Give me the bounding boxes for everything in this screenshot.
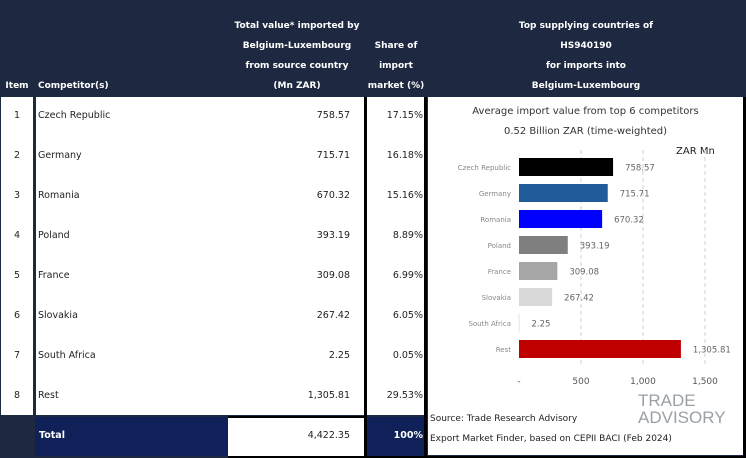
bar: [519, 288, 553, 306]
category-label: Rest: [496, 346, 512, 354]
row-item-number: 1: [13, 110, 21, 121]
x-tick-label: 1,000: [630, 377, 656, 387]
row-competitor: Germany: [38, 150, 82, 161]
row-share: 8.89%: [392, 230, 423, 241]
data-label: 1,305.81: [693, 346, 731, 356]
bar: [519, 236, 568, 254]
row-share: 6.99%: [392, 270, 423, 281]
header-item: Item: [5, 81, 29, 91]
x-tick-label: 500: [572, 377, 589, 387]
row-value: 309.08: [316, 270, 350, 281]
row-item-number: 8: [13, 390, 21, 401]
row-item-number: 6: [13, 310, 21, 321]
category-label: France: [488, 268, 511, 276]
row-competitor: Czech Republic: [38, 110, 111, 121]
row-competitor: France: [38, 270, 70, 281]
row-item-number: 7: [13, 350, 21, 361]
competitor-column: [36, 97, 364, 415]
share-column: [367, 97, 424, 415]
header-chart-line: HS940190: [560, 41, 612, 51]
row-share: 16.18%: [386, 150, 423, 161]
row-share: 17.15%: [386, 110, 423, 121]
row-value: 267.42: [316, 310, 350, 321]
row-item-number: 5: [13, 270, 21, 281]
item-column: [1, 97, 33, 415]
row-value: 2.25: [328, 350, 350, 361]
total-share: 100%: [393, 430, 423, 441]
row-competitor: Poland: [38, 230, 70, 241]
chart-panel-border-bottom: [427, 456, 746, 458]
row-item-number: 4: [13, 230, 21, 241]
total-value-cell: [228, 416, 364, 457]
chart-subtitle: 0.52 Billion ZAR (time-weighted): [503, 126, 668, 137]
row-value: 1,305.81: [307, 390, 350, 401]
total-value: 4,422.35: [307, 430, 350, 441]
row-share: 6.05%: [392, 310, 423, 321]
total-share-cell: [367, 417, 424, 456]
data-label: 670.32: [614, 216, 644, 226]
row-share: 0.05%: [392, 350, 423, 361]
header-value-line: Total value* imported by: [234, 21, 360, 31]
data-label: 267.42: [564, 294, 594, 304]
category-label: Slovakia: [482, 294, 511, 302]
header-chart-line: for imports into: [546, 61, 626, 71]
row-value: 758.57: [316, 110, 350, 121]
category-label: South Africa: [468, 320, 511, 328]
bar: [519, 210, 603, 228]
row-value: 715.71: [316, 150, 350, 161]
category-label: Romania: [480, 216, 511, 224]
header-share-line: Share of: [374, 41, 418, 51]
header-value-line: (Mn ZAR): [273, 81, 321, 91]
data-label: 715.71: [620, 190, 650, 200]
row-item-number: 2: [13, 150, 21, 161]
header-share-line: import: [379, 61, 413, 71]
row-competitor: Romania: [38, 190, 80, 201]
row-share: 15.16%: [386, 190, 423, 201]
data-label: 2.25: [532, 320, 551, 330]
total-label: Total: [39, 430, 65, 441]
bar-chart: - 500 1,000 1,500 Czech Republic 758.57 German…: [458, 150, 731, 387]
category-label: Germany: [479, 190, 511, 198]
data-label: 393.19: [580, 242, 610, 252]
header-total-value: Total value* imported by Belgium-Luxembo…: [228, 16, 366, 96]
x-tick-label: -: [517, 377, 520, 387]
row-item-number: 3: [13, 190, 21, 201]
source-line-2: Export Market Finder, based on CEPII BAC…: [430, 434, 672, 444]
header-chart: Top supplying countries of HS940190 for …: [430, 16, 742, 96]
chart-unit-label: ZAR Mn: [676, 146, 715, 157]
total-label-cell: [35, 417, 228, 456]
header-value-line: Belgium-Luxembourg: [242, 41, 352, 51]
column-divider: [424, 97, 427, 458]
column-divider: [364, 97, 367, 458]
category-label: Czech Republic: [458, 164, 511, 172]
header-chart-line: Top supplying countries of: [518, 21, 654, 31]
chart-panel: [428, 97, 743, 455]
header-share-line: market (%): [367, 81, 425, 91]
chart-title: Average import value from top 6 competit…: [472, 106, 699, 117]
row-value: 393.19: [316, 230, 350, 241]
header-share: Share of import market (%): [366, 36, 426, 96]
bar: [518, 313, 520, 333]
category-label: Poland: [488, 242, 511, 250]
bar: [519, 262, 558, 280]
row-share: 29.53%: [386, 390, 423, 401]
total-bottom-border: [228, 456, 427, 458]
header-competitor: Competitor(s): [38, 81, 109, 91]
bar: [519, 184, 608, 202]
trade-advisory-logo: TRADE: [638, 391, 696, 410]
data-label: 309.08: [569, 268, 599, 278]
x-tick-label: 1,500: [692, 377, 718, 387]
row-competitor: Rest: [38, 390, 59, 401]
header-chart-line: Belgium-Luxembourg: [531, 81, 641, 91]
header-value-line: from source country: [245, 61, 349, 71]
source-line-1: Source: Trade Research Advisory: [430, 414, 578, 424]
row-value: 670.32: [316, 190, 350, 201]
trade-advisory-logo-line2: ADVISORY: [638, 408, 726, 427]
bar: [519, 158, 614, 176]
data-label: 758.57: [625, 164, 655, 174]
chart-panel-border: [743, 97, 746, 458]
bar: [519, 340, 681, 358]
row-competitor: South Africa: [38, 350, 96, 361]
row-competitor: Slovakia: [38, 310, 78, 321]
